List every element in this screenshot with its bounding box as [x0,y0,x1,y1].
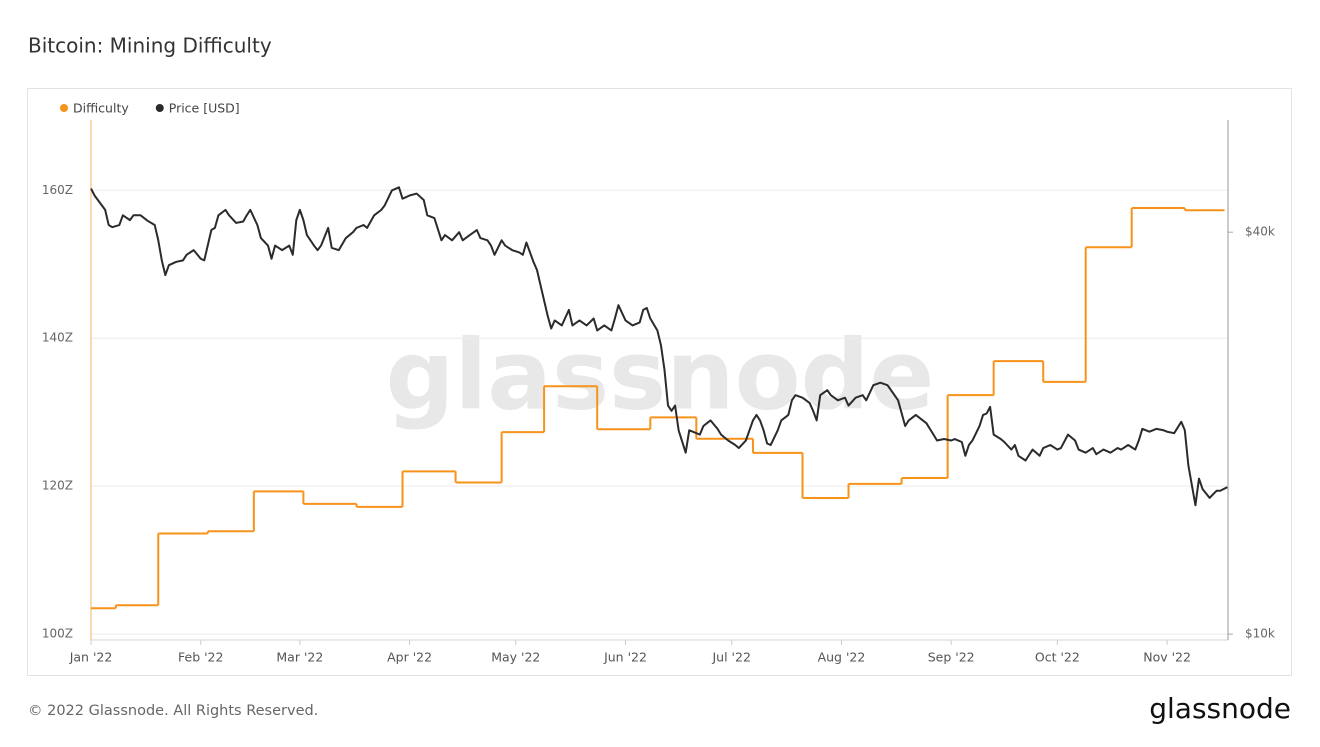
legend-marker [155,104,164,112]
difficulty-line [91,207,1225,610]
step-end [1222,209,1225,212]
copyright: © 2022 Glassnode. All Rights Reserved. [28,703,318,719]
y2-tick-label: $40k [1245,225,1275,239]
x-tick-label: May '22 [491,650,540,665]
chart-frame [27,88,1292,676]
y-tick-label: 120Z [42,479,73,493]
y-tick-label: 100Z [42,627,73,641]
x-tick-label: Nov '22 [1143,650,1191,665]
x-tick-label: Jun '22 [603,650,647,665]
x-tick-label: Oct '22 [1035,650,1080,665]
x-tick-label: Jan '22 [69,650,113,665]
y-tick-label: 160Z [42,183,73,197]
legend-label: Difficulty [73,101,129,116]
logo: glassnode [1149,692,1291,725]
x-tick-label: Apr '22 [387,650,432,665]
chart-title: Bitcoin: Mining Difficulty [28,34,272,58]
x-tick-label: Feb '22 [178,650,223,665]
y2-tick-label: $10k [1245,627,1275,641]
x-tick-label: Mar '22 [276,650,323,665]
x-tick-label: Jul '22 [712,650,751,665]
x-tick-label: Aug '22 [818,650,866,665]
watermark: glassnode [386,319,935,431]
legend-marker [60,104,68,112]
legend-label: Price [USD] [169,101,240,116]
price-line [90,186,1228,507]
x-tick-label: Sep '22 [928,650,975,665]
y-tick-label: 140Z [42,331,73,345]
